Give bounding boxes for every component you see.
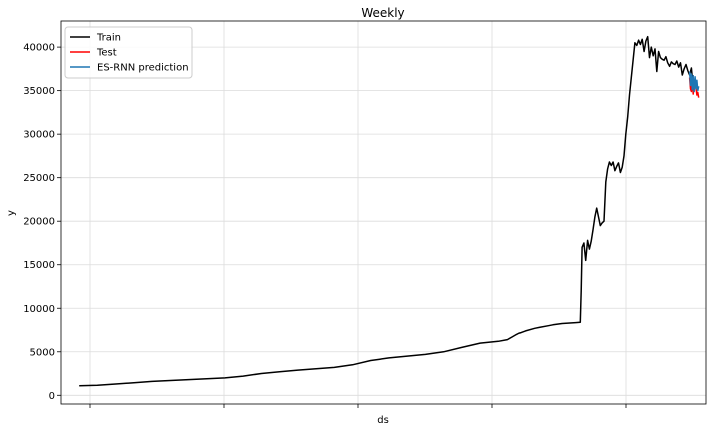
legend-label-train: Train	[96, 33, 121, 44]
y-tick-label: 25000	[23, 173, 55, 184]
legend-label-test: Test	[96, 48, 117, 59]
plot-frame	[60, 20, 707, 405]
chart-title: Weekly	[361, 6, 404, 20]
series-layer	[79, 35, 700, 387]
x-axis-label: ds	[377, 415, 389, 426]
legend-label-es-rnn-prediction: ES-RNN prediction	[97, 63, 189, 74]
y-tick-label: 40000	[23, 43, 55, 54]
y-tick-label: 5000	[30, 347, 55, 358]
y-tick-label: 10000	[23, 304, 55, 315]
x-axis-ticks	[89, 404, 627, 408]
series-line-train	[79, 35, 694, 387]
series-line-es-rnn-prediction	[688, 71, 700, 93]
plot-background	[61, 21, 706, 404]
y-tick-label: 0	[49, 391, 55, 402]
y-tick-label: 35000	[23, 86, 55, 97]
y-tick-label: 30000	[23, 130, 55, 141]
x-gridlines	[89, 21, 627, 404]
y-tick-label: 15000	[23, 260, 55, 271]
y-axis-label: y	[6, 210, 17, 216]
y-tick-label: 20000	[23, 217, 55, 228]
legend: Train Test ES-RNN prediction	[64, 26, 193, 79]
legend-box	[64, 26, 193, 79]
y-axis-ticks: 0 5000 10000 15000 20000 25000 30000 35000 40000	[23, 43, 61, 402]
